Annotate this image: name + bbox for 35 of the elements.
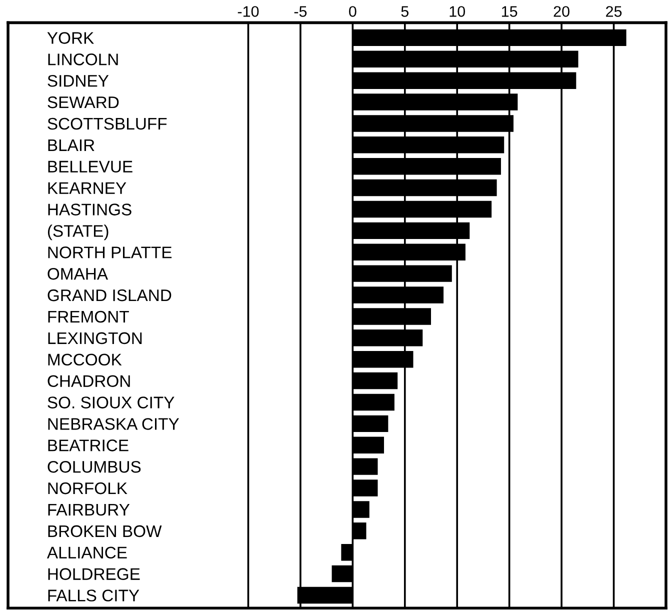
y-tick-label: FAIRBURY <box>48 504 130 516</box>
y-tick-label: BROKEN BOW <box>48 525 162 538</box>
y-tick-label: ALLIANCE <box>46 546 127 559</box>
y-tick-label: FALLS CITY <box>48 590 140 602</box>
y-tick-label: BELLEVUE <box>48 160 132 173</box>
y-tick-label: NORTH PLATTE <box>48 246 172 258</box>
y-tick-label: CHADRON <box>48 375 130 387</box>
y-tick-label: HOLDREGE <box>48 568 140 580</box>
x-tick-label: 20 <box>554 6 570 17</box>
y-tick-label: SEWARD <box>48 96 119 108</box>
y-tick-label: BLAIR <box>48 139 94 151</box>
y-tick-label: LINCOLN <box>48 54 118 66</box>
x-tick-label: 5 <box>401 6 408 17</box>
y-tick-label: BEATRICE <box>48 440 128 452</box>
y-tick-label: HASTINGS <box>48 204 132 216</box>
x-tick-label: 15 <box>502 6 518 17</box>
y-tick-label: SIDNEY <box>48 74 109 87</box>
y-tick-label: (STATE) <box>48 224 108 240</box>
y-tick-label: GRAND ISLAND <box>48 289 172 302</box>
y-tick-label: MCCOOK <box>48 354 122 366</box>
y-tick-label: FREMONT <box>48 310 129 323</box>
y-tick-label: OMAHA <box>48 268 108 280</box>
x-tick-label: -10 <box>238 6 259 17</box>
y-tick-label: SO. SIOUX CITY <box>48 396 174 408</box>
x-tick-label: 25 <box>606 6 622 17</box>
y-tick-label: YORK <box>47 32 94 44</box>
y-tick-label: KEARNEY <box>48 182 126 194</box>
y-tick-label: SCOTTSBLUFF <box>48 118 167 130</box>
y-tick-label: LEXINGTON <box>48 332 142 344</box>
x-tick-label: 0 <box>349 6 356 17</box>
x-tick-label: -5 <box>294 6 307 17</box>
y-tick-label: NORFOLK <box>48 482 128 494</box>
y-tick-label: NEBRASKA CITY <box>48 418 180 430</box>
x-tick-label: 10 <box>450 6 466 17</box>
y-tick-label: COLUMBUS <box>48 460 141 473</box>
